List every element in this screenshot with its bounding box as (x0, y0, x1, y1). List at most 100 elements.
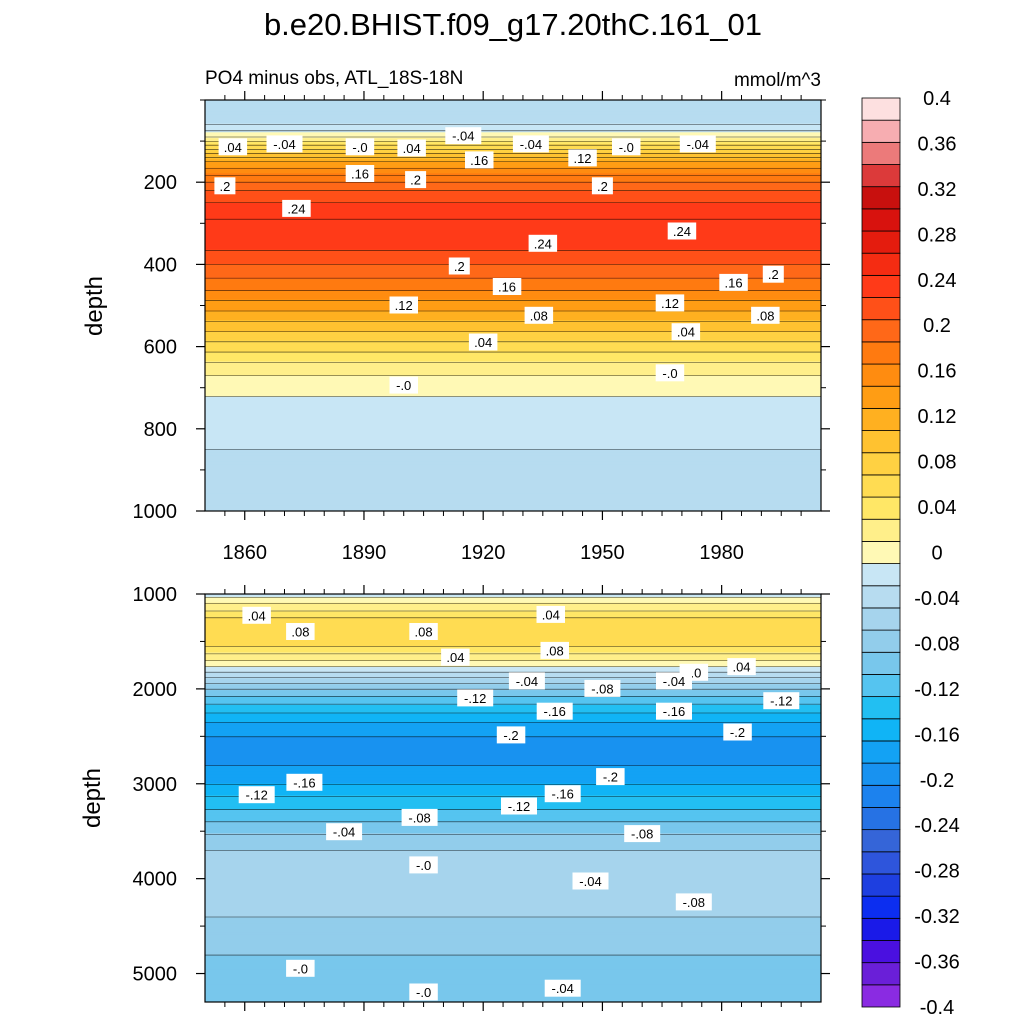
contour-band (205, 993, 821, 997)
contour-band (205, 490, 821, 494)
contour-band (205, 649, 821, 653)
contour-band (205, 431, 821, 436)
colorbar-label: -0.4 (920, 997, 954, 1019)
contour-label-box (457, 689, 494, 707)
contour-band (205, 111, 821, 116)
contour-label-box (679, 135, 716, 153)
contour-band (205, 716, 821, 720)
contour-band (205, 205, 821, 210)
contour-band (205, 905, 821, 910)
colorbar-box (861, 252, 901, 276)
contour-band (205, 355, 821, 359)
colorbar-label: -0.36 (914, 952, 960, 974)
contour-label-box (409, 623, 438, 640)
contour-band (205, 873, 821, 878)
contour-band (205, 923, 821, 927)
contour-label: .2 (591, 177, 613, 195)
contour-label-box (508, 672, 545, 690)
contour-band (205, 446, 821, 450)
contour-label-text: .08 (546, 643, 564, 658)
contour-label-box (536, 605, 565, 623)
contour-band (205, 990, 821, 994)
contour-band (205, 185, 821, 189)
contour-band (205, 929, 821, 933)
colorbar-box (861, 784, 901, 808)
colorbar-box (861, 740, 901, 764)
contour-band (205, 707, 821, 712)
contour-band (205, 346, 821, 351)
colorbar-label: -0.28 (914, 861, 960, 883)
contour-label-box (540, 641, 569, 659)
contour-band (205, 827, 821, 831)
contour-band (205, 508, 821, 511)
colorbar-box (861, 319, 901, 343)
contour-band (205, 844, 821, 849)
contour-band (205, 340, 821, 345)
contour-label: .12 (655, 294, 685, 312)
colorbar-box (861, 651, 901, 675)
contour-band (205, 328, 821, 333)
contour-band (205, 414, 821, 418)
colorbar-box (861, 807, 901, 831)
contour-band (205, 373, 821, 377)
contour-label: -.0 (389, 376, 418, 394)
contour-label-box (655, 294, 685, 312)
contour-band (205, 375, 821, 380)
contour-band (205, 358, 821, 362)
contour-label-text: .04 (732, 660, 750, 675)
contour-label-box (468, 333, 498, 351)
chart-title: b.e20.BHIST.f09_g17.20thC.161_01 (264, 7, 762, 42)
contour-label-box (286, 623, 315, 640)
y-tick-label: 200 (144, 172, 177, 194)
contour-label-text: -.04 (551, 981, 573, 996)
contour-label-text: -.0 (352, 140, 367, 155)
contour-band (205, 821, 821, 825)
contour-band (205, 422, 821, 427)
contour-label-box (675, 893, 712, 911)
contour-label-box (655, 364, 685, 382)
contour-band (205, 946, 821, 951)
contour-band (205, 393, 821, 398)
contour-label-box (266, 135, 303, 153)
contour-label: -.08 (584, 679, 621, 697)
contour-band (205, 252, 821, 257)
contour-band (205, 940, 821, 945)
contour-label-text: -.04 (333, 825, 355, 840)
contour-label-box (528, 234, 558, 252)
contour-band (205, 458, 821, 462)
contour-band (205, 314, 821, 318)
contour-label-text: -.04 (687, 137, 709, 152)
contour-band (205, 161, 821, 166)
contour-band (205, 249, 821, 254)
contour-band (205, 661, 821, 665)
colorbar-label: 0.16 (918, 361, 957, 383)
contour-label-text: .08 (415, 625, 433, 640)
lower-contour-labels: .04 .08 .08 .04 .04 .08 -.0 .04 -.04 -.08 -.04 -.12… (238, 605, 800, 1001)
contour-band (205, 320, 821, 324)
contour-band (205, 926, 821, 930)
contour-band (205, 419, 821, 424)
contour-label-text: -.08 (408, 810, 430, 825)
contour-label-text: .16 (470, 153, 488, 168)
contour-band (205, 396, 821, 401)
colorbar-box (861, 851, 901, 875)
contour-band (205, 917, 821, 921)
contour-band (205, 381, 821, 386)
contour-band (205, 637, 821, 642)
contour-band (205, 847, 821, 852)
contour-band (205, 768, 821, 773)
contour-label-text: -.16 (543, 704, 565, 719)
contour-label: -.0 (409, 856, 438, 874)
contour-band (205, 937, 821, 942)
contour-band (205, 888, 821, 892)
contour-band (205, 102, 821, 107)
contour-band (205, 226, 821, 230)
contour-band (205, 786, 821, 790)
contour-label: .04 (242, 606, 271, 624)
colorbar-label: 0.24 (918, 270, 957, 292)
contour-band (205, 646, 821, 650)
contour-band (205, 876, 821, 881)
contour-band (205, 643, 821, 648)
colorbar-box (861, 363, 901, 387)
colorbar-label: 0.12 (918, 406, 957, 428)
